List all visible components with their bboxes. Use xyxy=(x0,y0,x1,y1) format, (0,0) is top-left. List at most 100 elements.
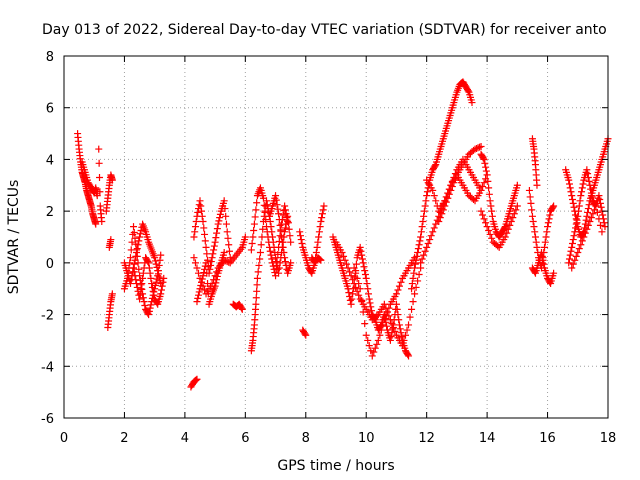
axis-ticks xyxy=(63,55,609,419)
data-point xyxy=(374,336,382,344)
data-point xyxy=(574,212,582,220)
data-point xyxy=(583,166,591,174)
data-point xyxy=(133,246,141,254)
data-point xyxy=(550,269,558,277)
data-point xyxy=(408,305,416,313)
data-point xyxy=(281,224,289,232)
data-point xyxy=(153,275,161,283)
x-tick-label: 6 xyxy=(241,431,249,446)
data-point xyxy=(194,269,202,277)
data-point xyxy=(442,198,450,206)
data-point xyxy=(340,252,348,260)
data-point xyxy=(421,202,429,210)
data-point xyxy=(581,220,589,228)
data-point xyxy=(567,247,575,255)
data-point xyxy=(370,348,378,356)
data-point xyxy=(263,228,271,236)
series-seg-b xyxy=(78,158,101,200)
data-point xyxy=(200,269,208,277)
data-point xyxy=(569,260,577,268)
data-point xyxy=(225,241,233,249)
data-point xyxy=(406,313,414,321)
data-point xyxy=(196,197,204,205)
x-tick-label: 2 xyxy=(120,431,128,446)
data-point xyxy=(479,211,487,219)
data-point xyxy=(482,219,490,227)
data-point xyxy=(573,216,581,224)
data-point xyxy=(252,294,260,302)
data-point xyxy=(373,340,381,348)
data-point xyxy=(367,303,375,311)
data-point xyxy=(194,294,202,302)
data-point xyxy=(197,281,205,289)
data-point xyxy=(210,242,218,250)
data-point xyxy=(411,260,419,268)
data-point xyxy=(394,311,402,319)
data-point xyxy=(137,285,145,293)
data-point xyxy=(108,176,116,184)
data-point xyxy=(363,280,371,288)
data-point xyxy=(368,352,376,360)
data-point xyxy=(566,251,574,259)
data-point xyxy=(543,228,551,236)
data-point xyxy=(431,162,439,170)
data-point xyxy=(98,217,106,225)
data-point xyxy=(286,232,294,240)
data-point xyxy=(135,265,143,273)
data-point xyxy=(571,256,579,264)
data-point xyxy=(550,202,558,210)
data-point xyxy=(253,274,261,282)
data-point xyxy=(565,259,573,267)
series-seg-ab xyxy=(477,150,521,241)
data-point xyxy=(207,261,215,269)
data-point xyxy=(133,245,141,253)
data-point xyxy=(356,243,364,251)
data-point xyxy=(281,258,289,266)
data-point xyxy=(222,257,230,265)
data-point xyxy=(436,214,444,222)
data-point xyxy=(136,233,144,241)
data-point xyxy=(575,245,583,253)
data-point xyxy=(531,228,539,236)
data-point xyxy=(418,223,426,231)
data-point xyxy=(145,264,153,272)
data-point xyxy=(360,263,368,271)
data-point xyxy=(192,376,200,384)
data-point xyxy=(275,216,283,224)
data-point xyxy=(377,326,385,334)
data-point xyxy=(584,170,592,178)
data-point xyxy=(193,298,201,306)
data-point xyxy=(254,268,262,276)
data-point xyxy=(588,193,596,201)
data-point xyxy=(128,238,136,246)
data-point xyxy=(525,186,533,194)
y-tick-label: 6 xyxy=(46,102,54,117)
data-point xyxy=(314,238,322,246)
data-point xyxy=(500,224,508,232)
data-point xyxy=(541,238,549,246)
data-point xyxy=(388,329,396,337)
data-point xyxy=(367,347,375,355)
data-point xyxy=(141,302,149,310)
data-point xyxy=(347,300,355,308)
data-point xyxy=(211,238,219,246)
series-seg-f xyxy=(105,236,115,251)
data-point xyxy=(542,233,550,241)
data-point xyxy=(596,196,604,204)
data-point xyxy=(278,238,286,246)
data-point xyxy=(250,220,258,228)
data-point xyxy=(273,201,281,209)
series-seg-a xyxy=(74,130,100,228)
data-point xyxy=(313,243,321,251)
data-point xyxy=(599,211,607,219)
data-point xyxy=(315,233,323,241)
data-point xyxy=(480,155,488,163)
data-point xyxy=(315,255,323,263)
data-point xyxy=(568,196,576,204)
data-point xyxy=(160,274,168,282)
data-point xyxy=(124,269,132,277)
data-point xyxy=(207,258,215,266)
data-point xyxy=(226,254,234,262)
series-seg-e xyxy=(104,290,116,331)
